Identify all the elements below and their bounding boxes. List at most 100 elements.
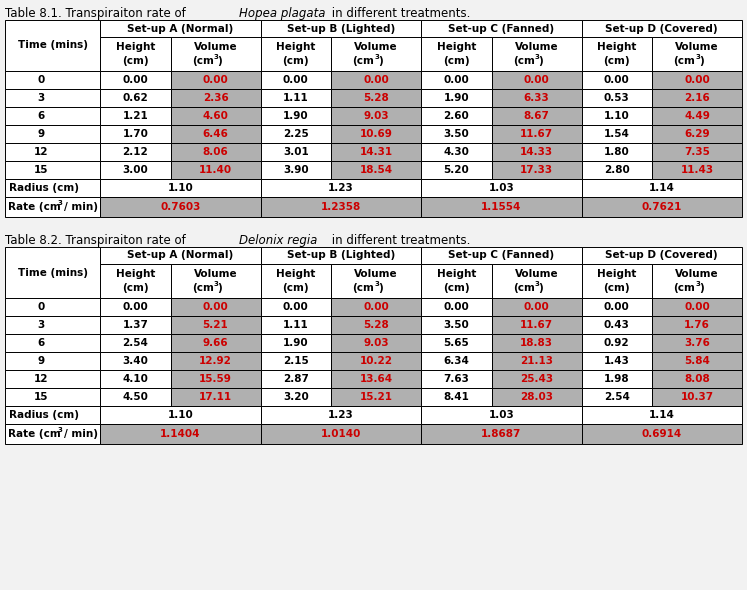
Text: 0.00: 0.00 <box>524 302 550 312</box>
Text: 13.64: 13.64 <box>359 374 393 384</box>
Text: ): ) <box>539 57 543 67</box>
Text: 3: 3 <box>58 427 63 433</box>
Bar <box>492 370 581 388</box>
Text: 0.43: 0.43 <box>604 320 630 330</box>
Text: 2.16: 2.16 <box>684 93 710 103</box>
Bar <box>261 20 421 37</box>
Bar <box>5 370 100 388</box>
Bar <box>581 334 652 352</box>
Bar <box>331 143 421 161</box>
Text: 0.00: 0.00 <box>202 75 229 85</box>
Text: 15.59: 15.59 <box>199 374 232 384</box>
Text: 3: 3 <box>695 281 700 287</box>
Bar <box>652 143 742 161</box>
Text: 5.84: 5.84 <box>684 356 710 366</box>
Text: 1.43: 1.43 <box>604 356 630 366</box>
Bar <box>421 388 492 406</box>
Bar <box>331 37 421 71</box>
Bar <box>261 143 331 161</box>
Bar <box>652 37 742 71</box>
Bar <box>581 388 652 406</box>
Bar <box>581 352 652 370</box>
Text: 14.33: 14.33 <box>520 147 553 157</box>
Bar <box>170 264 261 298</box>
Bar <box>5 298 100 316</box>
Text: 3: 3 <box>214 281 218 287</box>
Bar <box>331 125 421 143</box>
Bar <box>492 298 581 316</box>
Text: Delonix regia: Delonix regia <box>239 234 317 247</box>
Text: 0.00: 0.00 <box>123 75 148 85</box>
Text: 1.1404: 1.1404 <box>160 429 200 439</box>
Bar <box>170 37 261 71</box>
Text: 3: 3 <box>374 281 379 287</box>
Text: Volume: Volume <box>515 268 558 278</box>
Bar <box>100 125 170 143</box>
Text: 10.37: 10.37 <box>681 392 713 402</box>
Text: 3.50: 3.50 <box>444 320 469 330</box>
Text: 3.01: 3.01 <box>283 147 309 157</box>
Text: in different treatments.: in different treatments. <box>328 234 470 247</box>
Bar <box>421 316 492 334</box>
Text: Height: Height <box>116 41 155 51</box>
Bar <box>5 352 100 370</box>
Text: 0.00: 0.00 <box>202 302 229 312</box>
Bar <box>421 264 492 298</box>
Bar <box>581 71 652 89</box>
Bar <box>100 161 170 179</box>
Bar <box>492 388 581 406</box>
Bar <box>100 179 261 197</box>
Text: (cm): (cm) <box>604 283 630 293</box>
Bar <box>331 298 421 316</box>
Bar <box>261 125 331 143</box>
Text: Set-up A (Normal): Set-up A (Normal) <box>127 251 233 261</box>
Bar <box>261 388 331 406</box>
Bar <box>261 71 331 89</box>
Bar <box>170 316 261 334</box>
Bar <box>261 264 331 298</box>
Bar <box>421 89 492 107</box>
Text: Volume: Volume <box>675 41 719 51</box>
Text: 1.80: 1.80 <box>604 147 630 157</box>
Bar <box>261 89 331 107</box>
Text: Height: Height <box>597 41 636 51</box>
Text: (cm: (cm <box>512 283 535 293</box>
Bar <box>331 107 421 125</box>
Text: Table 8.2. Transpiraiton rate of: Table 8.2. Transpiraiton rate of <box>5 234 190 247</box>
Bar <box>261 37 331 71</box>
Text: 12: 12 <box>34 374 49 384</box>
Text: Radius (cm): Radius (cm) <box>9 183 79 193</box>
Text: / min): / min) <box>63 202 98 212</box>
Bar <box>100 197 261 217</box>
Text: 6: 6 <box>37 111 45 121</box>
Text: 8.67: 8.67 <box>524 111 550 121</box>
Bar <box>170 298 261 316</box>
Bar <box>652 89 742 107</box>
Bar <box>5 334 100 352</box>
Bar <box>261 334 331 352</box>
Bar <box>492 125 581 143</box>
Text: 0.00: 0.00 <box>283 75 309 85</box>
Text: Hopea plagata: Hopea plagata <box>239 7 325 20</box>
Text: 5.21: 5.21 <box>202 320 229 330</box>
Bar <box>421 37 492 71</box>
Text: ): ) <box>378 57 382 67</box>
Text: 2.60: 2.60 <box>444 111 469 121</box>
Text: 0.00: 0.00 <box>363 302 389 312</box>
Text: 1.0140: 1.0140 <box>320 429 361 439</box>
Bar <box>652 316 742 334</box>
Bar <box>331 370 421 388</box>
Text: 17.33: 17.33 <box>520 165 553 175</box>
Text: 3.40: 3.40 <box>123 356 148 366</box>
Bar <box>581 424 742 444</box>
Text: (cm): (cm) <box>122 57 149 67</box>
Text: 6.33: 6.33 <box>524 93 550 103</box>
Text: 4.50: 4.50 <box>123 392 148 402</box>
Text: 0.00: 0.00 <box>604 302 630 312</box>
Bar <box>421 406 581 424</box>
Text: 0.00: 0.00 <box>363 75 389 85</box>
Text: (cm: (cm <box>192 57 214 67</box>
Bar <box>421 20 581 37</box>
Text: 3: 3 <box>374 54 379 61</box>
Bar <box>100 20 261 37</box>
